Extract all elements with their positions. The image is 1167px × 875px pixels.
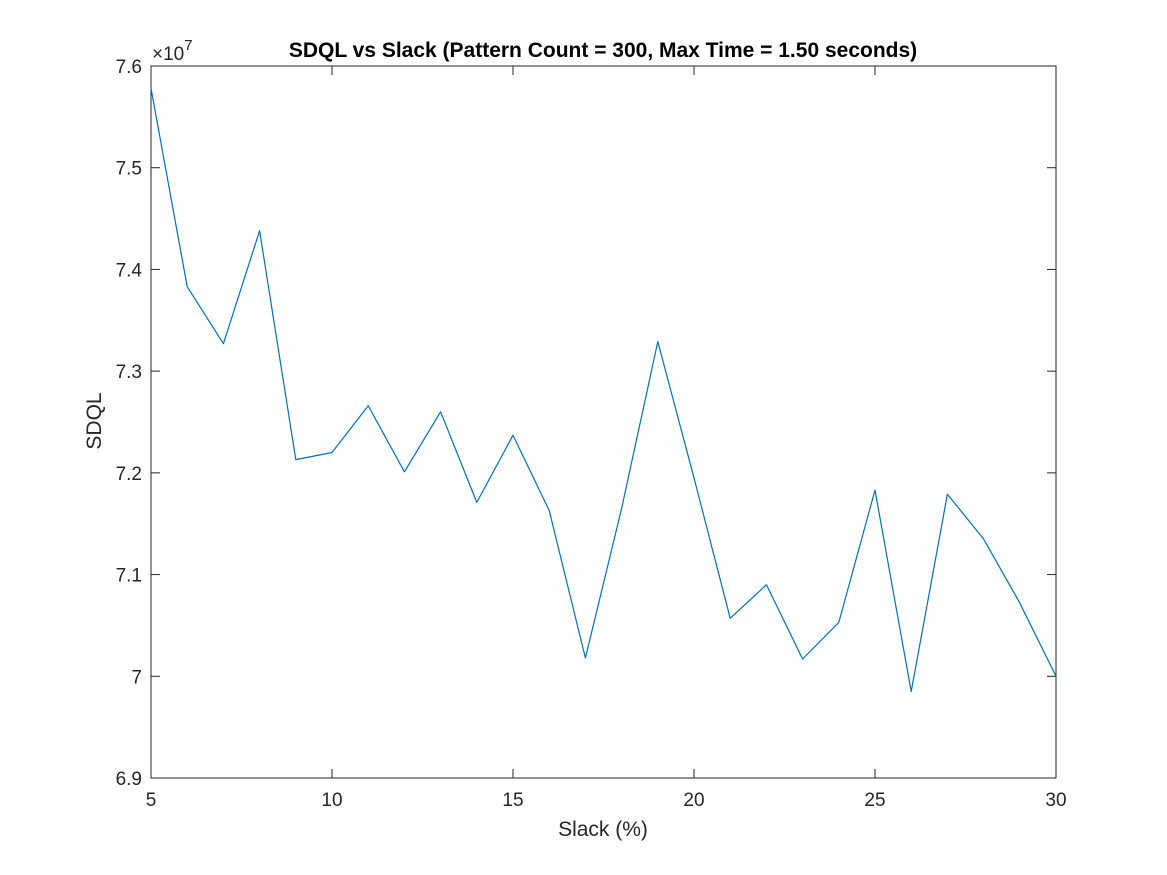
y-tick-label: 7 bbox=[131, 667, 142, 688]
y-tick-label: 6.9 bbox=[116, 769, 142, 790]
x-tick-label: 5 bbox=[146, 790, 157, 811]
y-tick-label: 7.6 bbox=[116, 57, 142, 78]
chart-title: SDQL vs Slack (Pattern Count = 300, Max … bbox=[289, 39, 917, 62]
y-exponent-label: ×107 bbox=[152, 37, 193, 65]
y-exponent-power: 7 bbox=[184, 37, 192, 54]
y-tick-label: 7.4 bbox=[116, 260, 143, 281]
series-line bbox=[150, 88, 1057, 693]
y-tick-label: 7.3 bbox=[116, 362, 142, 383]
x-tick-label: 20 bbox=[683, 790, 704, 811]
x-axis: 5 10 15 20 25 30 bbox=[146, 66, 1067, 811]
y-tick-label: 7.2 bbox=[116, 464, 142, 485]
x-tick-label: 25 bbox=[864, 790, 885, 811]
x-tick-label: 10 bbox=[321, 790, 342, 811]
x-tick-label: 15 bbox=[502, 790, 523, 811]
y-tick-label: 7.5 bbox=[116, 159, 142, 180]
y-axis: 6.9 7 7.1 7.2 7.3 7.4 7.5 7.6 bbox=[116, 57, 1056, 790]
y-exponent-base: ×10 bbox=[152, 44, 184, 65]
series-group bbox=[150, 88, 1057, 693]
x-axis-label: Slack (%) bbox=[558, 818, 648, 841]
plot-frame bbox=[150, 65, 1057, 779]
plot-area bbox=[150, 65, 1057, 779]
y-axis-label: SDQL bbox=[83, 392, 106, 449]
x-tick-label: 30 bbox=[1045, 790, 1066, 811]
y-tick-label: 7.1 bbox=[116, 566, 142, 587]
